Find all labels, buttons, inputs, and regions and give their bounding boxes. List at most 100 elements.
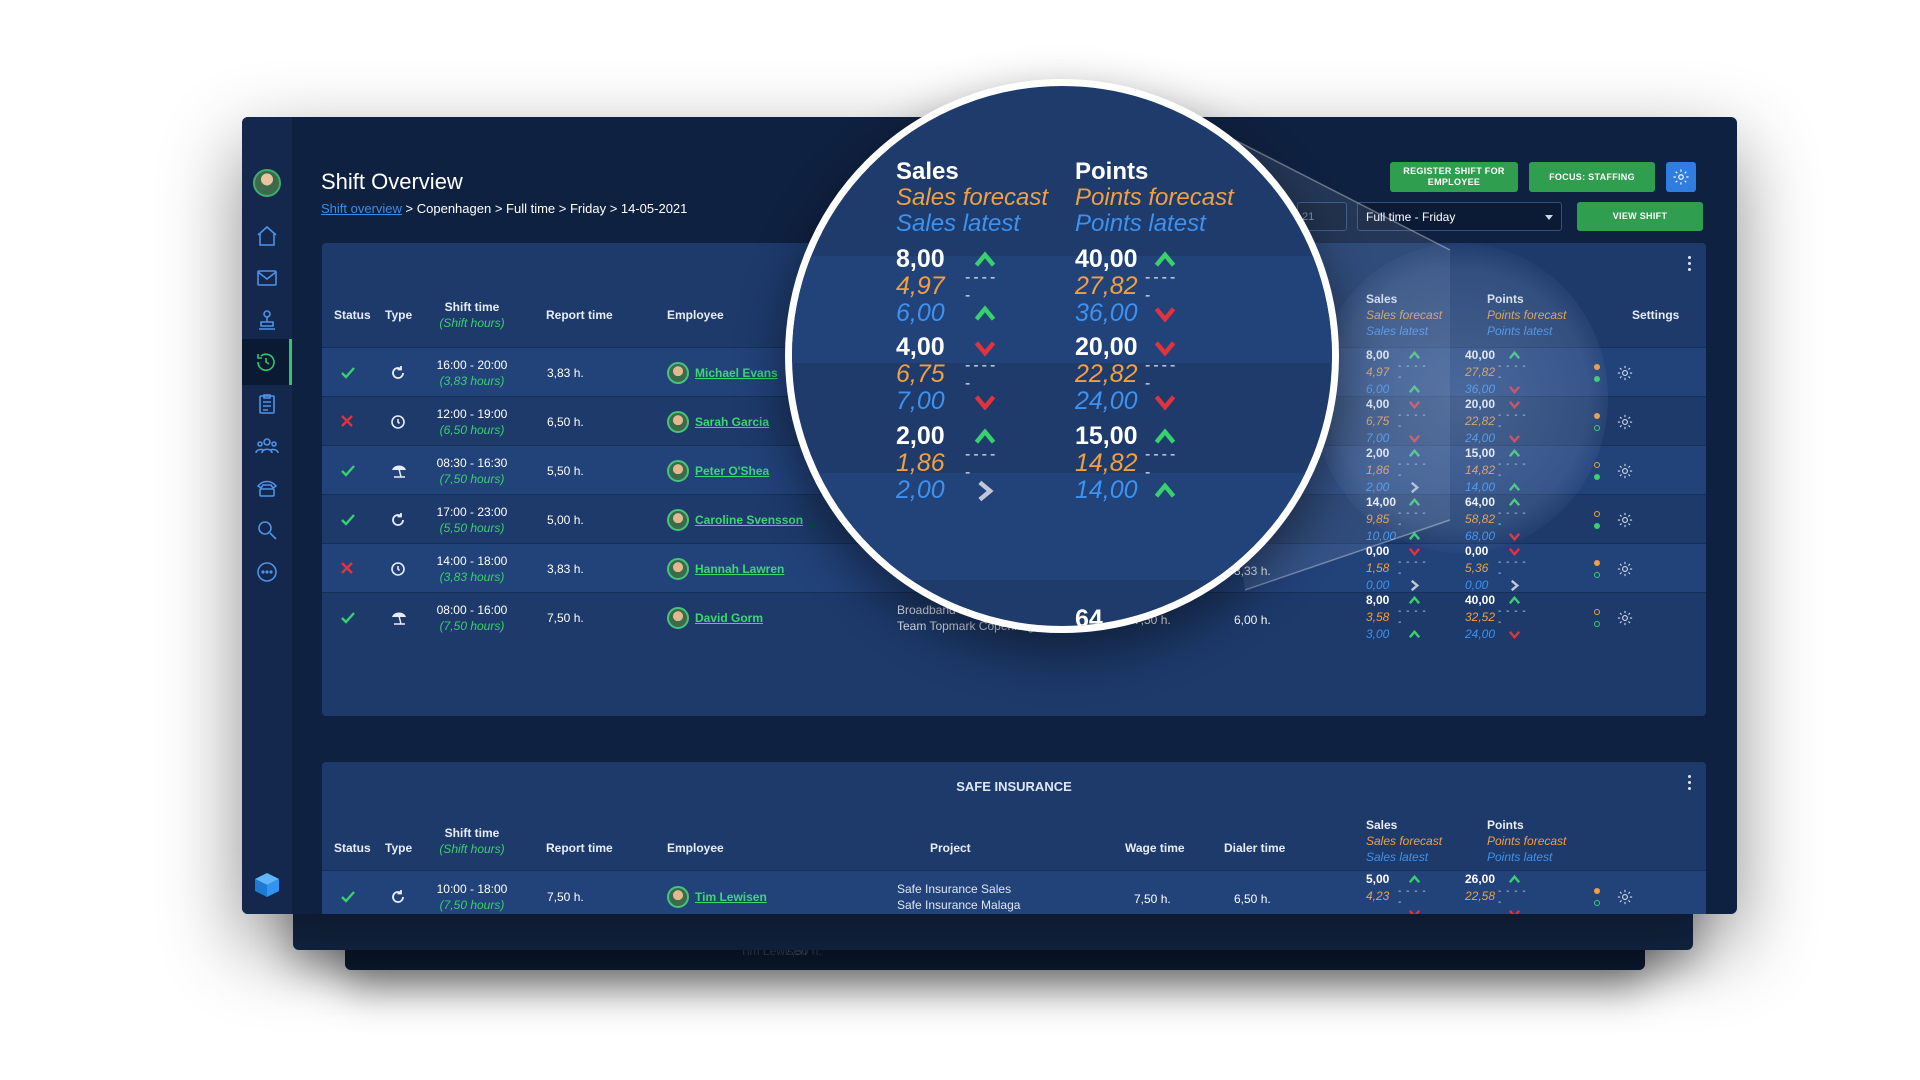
employee-name[interactable]: Michael Evans — [695, 365, 778, 380]
sidebar-item-teams[interactable] — [242, 423, 292, 469]
beach-umbrella-icon — [392, 612, 406, 625]
employee-link[interactable]: Hannah Lawren — [667, 557, 785, 580]
sidebar-item-search[interactable] — [242, 507, 292, 553]
sidebar-item-shifts[interactable] — [242, 339, 292, 385]
trend-slot: - - - - - — [1398, 459, 1430, 481]
employee-name[interactable]: Hannah Lawren — [695, 561, 785, 576]
date-field[interactable]: 21 — [1297, 202, 1347, 231]
type-cell — [390, 463, 408, 483]
lens-points-label: Points — [1075, 158, 1149, 185]
type-cell — [390, 610, 408, 630]
trend-slot: - - - - - — [1398, 410, 1430, 432]
employee-name[interactable]: Tim Lewisen — [695, 890, 767, 904]
sidebar-item-reports[interactable] — [242, 381, 292, 427]
shift-select[interactable]: Full time - Friday — [1357, 202, 1562, 231]
mail-icon — [257, 270, 277, 286]
employee-name[interactable]: Peter O'Shea — [695, 463, 770, 478]
row-settings-button[interactable] — [1616, 560, 1634, 578]
points-metric: 40,00 32,52 24,00 — [1465, 592, 1495, 643]
report-time: 5,00 h. — [547, 512, 584, 527]
arrow-down-icon — [1508, 909, 1520, 914]
lens-partial-value: 64 — [1075, 606, 1103, 627]
trend-slot: ----- — [1145, 357, 1185, 392]
trend-slot — [1398, 592, 1430, 609]
shift-hours: (7,50 hours) — [439, 898, 505, 912]
employee-link[interactable]: Sarah Garcia — [667, 410, 770, 433]
gear-icon — [1617, 365, 1633, 380]
col-points: Points Points forecast Points latest — [1487, 817, 1566, 865]
sales-trend: - - - - - — [1398, 445, 1430, 496]
stamp-icon — [259, 310, 275, 330]
lens-sales-latest-label: Sales latest — [896, 210, 1021, 237]
arrow-right-icon — [1510, 579, 1519, 591]
sales-value: 2,00 — [1366, 445, 1389, 462]
employee-link[interactable]: Michael Evans — [667, 361, 778, 384]
row-settings-button[interactable] — [1616, 888, 1634, 906]
lens-sales-trend: ----- — [965, 246, 1005, 327]
trend-slot — [1498, 577, 1530, 594]
arrow-down-icon — [1508, 630, 1520, 639]
arrow-up-icon — [1408, 384, 1420, 393]
shift-time-cell: 08:00 - 16:00 (7,50 hours) — [422, 602, 522, 634]
sidebar-item-more[interactable] — [242, 549, 292, 595]
lens-sales-values: 4,00 6,75 7,00 — [896, 334, 945, 415]
arrow-right-icon — [1410, 579, 1419, 591]
breadcrumb-link[interactable]: Shift overview — [321, 201, 402, 216]
employee-name[interactable]: Caroline Svensson — [695, 512, 804, 527]
lens-points-forecast: 22,82 — [1075, 360, 1138, 388]
gear-icon — [1617, 463, 1633, 478]
employee-link[interactable]: Tim Lewisen — [667, 886, 767, 908]
status-cell — [340, 512, 356, 532]
lens-sales-forecast-label: Sales forecast — [896, 184, 1049, 211]
neutral-dash-icon: - - - - - — [1398, 361, 1430, 383]
points-forecast: 32,52 — [1465, 609, 1496, 624]
row-settings-button[interactable] — [1616, 462, 1634, 480]
sidebar-item-home[interactable] — [242, 213, 292, 259]
view-shift-button[interactable]: VIEW SHIFT — [1577, 202, 1703, 231]
project-name: Safe Insurance Sales — [897, 882, 1012, 896]
settings-button[interactable] — [1666, 162, 1696, 192]
shift-time-cell: 12:00 - 19:00 (6,50 hours) — [422, 406, 522, 438]
register-shift-button[interactable]: REGISTER SHIFT FOR EMPLOYEE — [1390, 162, 1518, 192]
avatar — [667, 361, 689, 384]
neutral-dash-icon: ----- — [965, 268, 999, 304]
panel-menu-icon[interactable] — [1688, 256, 1692, 272]
shift-time-cell: 16:00 - 20:00 (3,83 hours) — [422, 357, 522, 389]
lens-sales-header: Sales Sales forecast Sales latest — [896, 159, 1048, 237]
col-settings: Settings — [1632, 308, 1680, 322]
user-avatar[interactable] — [253, 169, 281, 197]
clipboard-icon — [259, 394, 275, 414]
employee-link[interactable]: Caroline Svensson — [667, 508, 804, 531]
lens-points-forecast: 14,82 — [1075, 449, 1138, 477]
employee-link[interactable]: Peter O'Shea — [667, 459, 770, 482]
row-settings-button[interactable] — [1616, 511, 1634, 529]
employee-name[interactable]: Sarah Garcia — [695, 414, 770, 429]
row-settings-button[interactable] — [1616, 609, 1634, 627]
row-settings-button[interactable] — [1616, 413, 1634, 431]
report-time: 7,50 h. — [547, 610, 584, 625]
lens-points-header: Points Points forecast Points latest — [1075, 159, 1234, 237]
home-icon — [257, 225, 277, 246]
neutral-dash-icon: ----- — [1145, 268, 1179, 304]
neutral-dash-icon: ----- — [965, 356, 999, 392]
dialer-time: 6,00 h. — [1234, 612, 1271, 627]
lens-points-value: 20,00 — [1075, 333, 1138, 361]
panel-menu-icon[interactable] — [1688, 775, 1692, 791]
sidebar-item-dialer[interactable] — [242, 465, 292, 511]
lens-points-value: 15,00 — [1075, 422, 1138, 450]
lens-sales-value: 4,00 — [896, 333, 945, 361]
row-settings-button[interactable] — [1616, 364, 1634, 382]
sidebar-item-mail[interactable] — [242, 255, 292, 301]
avatar — [667, 508, 689, 531]
employee-link[interactable]: David Gorm — [667, 606, 764, 629]
lens-points-values: 15,00 14,82 14,00 — [1075, 423, 1138, 504]
sidebar-item-stamp[interactable] — [242, 297, 292, 343]
refresh-icon — [392, 365, 404, 379]
trend-slot — [1398, 430, 1430, 447]
employee-name[interactable]: David Gorm — [695, 610, 764, 625]
trend-slot — [1498, 479, 1530, 496]
focus-staffing-button[interactable]: FOCUS: STAFFING — [1529, 162, 1655, 192]
status-dot — [1594, 571, 1600, 578]
col-status: Status — [334, 841, 371, 855]
refresh-icon — [392, 890, 404, 903]
